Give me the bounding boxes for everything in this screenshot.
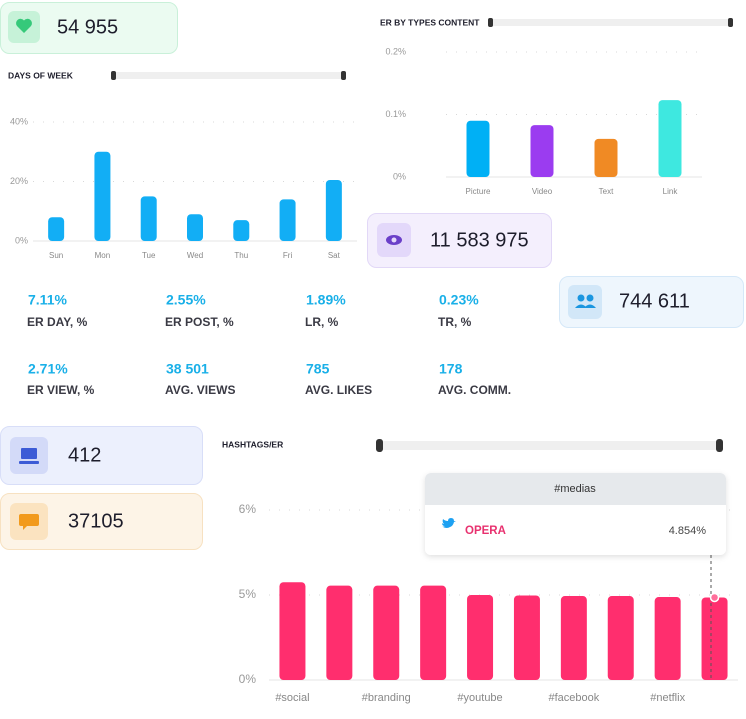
bar <box>513 595 540 680</box>
x-tick-label: Link <box>663 187 679 196</box>
x-tick-label: #facebook <box>548 692 599 704</box>
bar <box>233 220 250 241</box>
metric-value: 178 <box>439 361 463 377</box>
slider[interactable] <box>111 71 346 80</box>
x-tick-label: Text <box>599 187 614 196</box>
bar <box>140 196 157 241</box>
metric-value: 7.11% <box>28 292 67 308</box>
x-tick-label: Tue <box>142 251 156 260</box>
y-tick-label: 0.1% <box>385 109 406 119</box>
metric-value: 0.23% <box>439 292 479 308</box>
x-tick-label: #social <box>275 692 309 704</box>
metric-value: 1.89% <box>306 292 346 308</box>
x-tick-label: Sat <box>328 251 341 260</box>
x-tick-label: Fri <box>283 251 293 260</box>
bar <box>654 597 681 680</box>
y-tick-label: 6% <box>239 502 257 516</box>
card-value: 37105 <box>68 510 124 532</box>
bar <box>48 217 65 241</box>
bar <box>279 582 306 680</box>
bar <box>373 585 400 680</box>
metric-value: 38 501 <box>166 361 209 377</box>
y-tick-label: 0.2% <box>385 46 406 56</box>
stat-card: 744 611 <box>559 276 744 328</box>
card-value: 412 <box>68 444 101 466</box>
metric-label: AVG. COMM. <box>438 383 511 397</box>
x-tick-label: #branding <box>362 692 411 704</box>
slider[interactable] <box>376 439 723 452</box>
card-value: 54 955 <box>57 16 118 38</box>
card-value: 744 611 <box>619 290 690 312</box>
stat-card: 54 955 <box>0 2 178 54</box>
bar <box>467 595 494 680</box>
x-tick-label: Sun <box>49 251 63 260</box>
y-tick-label: 40% <box>10 116 28 126</box>
bar <box>594 138 618 177</box>
bar <box>420 585 447 680</box>
metric-label: LR, % <box>305 315 339 329</box>
y-tick-label: 0% <box>239 672 257 686</box>
stat-card: 11 583 975 <box>367 213 552 268</box>
y-tick-label: 0% <box>15 235 28 245</box>
y-tick-label: 20% <box>10 176 28 186</box>
stat-card: 37105 <box>0 493 203 550</box>
metric-label: TR, % <box>438 315 472 329</box>
bar <box>607 596 634 680</box>
bar <box>325 180 342 241</box>
x-tick-label: Picture <box>466 187 491 196</box>
tooltip-value: 4.854% <box>669 525 707 537</box>
chart-title: ER BY TYPES CONTENT <box>380 17 480 27</box>
metric-value: 785 <box>306 361 330 377</box>
metric-label: ER POST, % <box>165 315 234 329</box>
slider[interactable] <box>488 18 733 27</box>
hover-dot <box>709 592 720 603</box>
metric-label: ER VIEW, % <box>27 383 95 397</box>
x-tick-label: #youtube <box>457 692 502 704</box>
metric-value: 2.55% <box>166 292 206 308</box>
bar <box>466 120 490 177</box>
x-tick-label: #netflix <box>650 692 685 704</box>
bar <box>560 596 587 680</box>
card-value: 11 583 975 <box>430 229 529 251</box>
x-tick-label: Mon <box>95 251 111 260</box>
bar <box>326 585 353 680</box>
metric-value: 2.71% <box>28 361 68 377</box>
bar <box>279 199 296 241</box>
bar <box>658 100 682 177</box>
bar <box>94 151 111 241</box>
metric-label: AVG. LIKES <box>305 383 372 397</box>
x-tick-label: Wed <box>187 251 203 260</box>
bar <box>187 214 203 241</box>
tooltip-label: OPERA <box>465 525 506 537</box>
metric-label: AVG. VIEWS <box>165 383 235 397</box>
stat-card: 412 <box>0 426 203 485</box>
y-tick-label: 5% <box>239 587 257 601</box>
x-tick-label: Video <box>532 187 553 196</box>
x-tick-label: Thu <box>234 251 248 260</box>
bar <box>701 597 728 680</box>
tooltip-title: #medias <box>554 483 596 495</box>
bar <box>530 125 554 177</box>
metric-label: ER DAY, % <box>27 315 88 329</box>
chart-title: HASHTAGS/ER <box>222 439 283 449</box>
tooltip <box>425 473 726 680</box>
y-tick-label: 0% <box>393 171 406 181</box>
chart-title: DAYS OF WEEK <box>8 70 74 80</box>
